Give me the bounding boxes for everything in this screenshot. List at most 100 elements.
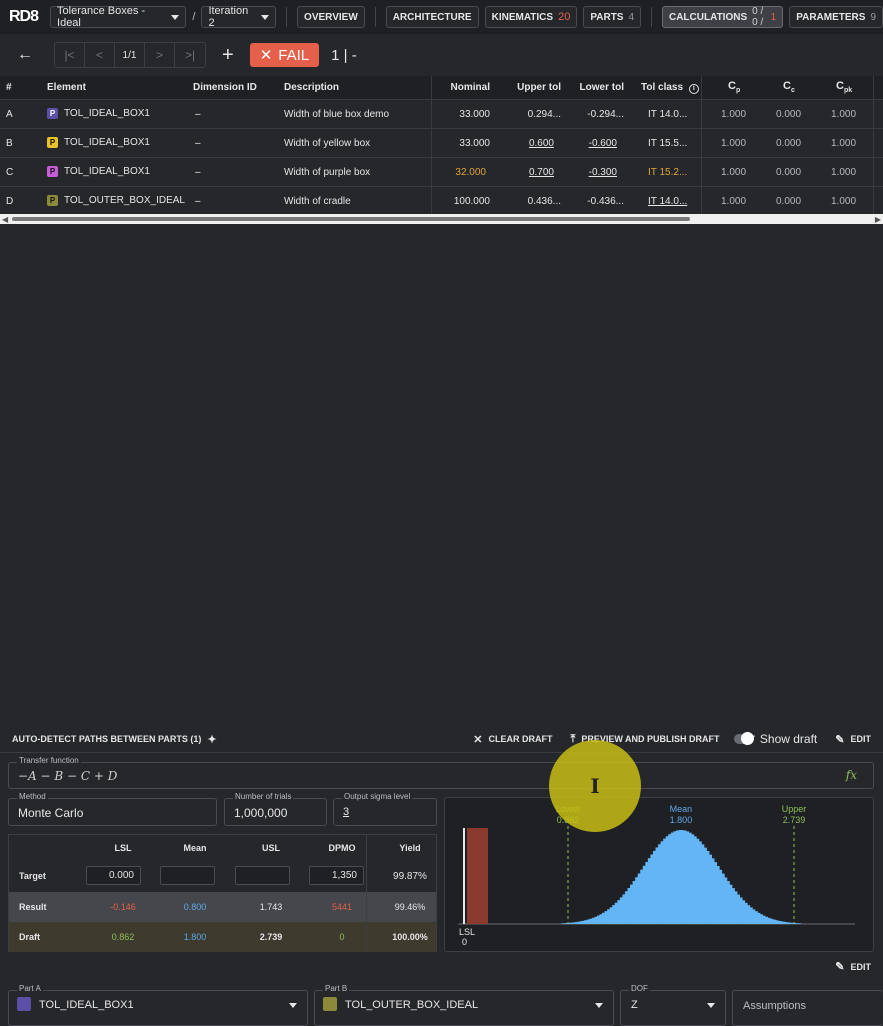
distribution-bar xyxy=(716,865,720,924)
cp-value: 1.000 xyxy=(721,137,747,149)
distribution-bar xyxy=(622,894,626,924)
distribution-bar xyxy=(714,862,718,924)
show-draft-toggle[interactable] xyxy=(733,732,754,745)
distribution-bar xyxy=(744,902,748,924)
draft-dpmo: 0 xyxy=(339,932,345,942)
element-cell[interactable]: P TOL_IDEAL_BOX1 xyxy=(47,108,150,120)
table-header: # Element Dimension ID Description Nomin… xyxy=(0,76,883,100)
back-arrow-icon[interactable]: ← xyxy=(17,46,33,63)
sigma-level-label: Output sigma level xyxy=(342,792,413,801)
distribution-bar xyxy=(709,854,712,924)
target-usl-input[interactable] xyxy=(235,866,290,885)
sparkle-icon: ✦ xyxy=(207,733,217,746)
table-row[interactable]: C P TOL_IDEAL_BOX1 – Width of purple box … xyxy=(0,158,883,187)
scroll-left-icon[interactable]: ◀ xyxy=(2,215,9,224)
tab-parameters[interactable]: PARAMETERS 9 xyxy=(789,6,883,28)
col-dimension-id: Dimension ID xyxy=(193,82,257,93)
table-row[interactable]: A P TOL_IDEAL_BOX1 – Width of blue box de… xyxy=(0,100,883,129)
result-yield: 99.46% xyxy=(394,902,426,912)
upper-tol[interactable]: 0.600 xyxy=(528,137,554,149)
distribution-bar xyxy=(630,884,633,924)
element-name: TOL_IDEAL_BOX1 xyxy=(64,108,150,120)
result-dpmo: 5441 xyxy=(331,902,353,912)
prev-page-icon[interactable]: < xyxy=(85,43,115,67)
part-b-label: Part B xyxy=(323,984,350,993)
target-lsl-input[interactable]: 0.000 xyxy=(86,866,141,885)
distribution-bar xyxy=(635,877,639,924)
last-page-icon[interactable]: >| xyxy=(184,48,196,62)
fail-label: FAIL xyxy=(278,46,310,64)
add-icon[interactable]: + xyxy=(222,43,234,66)
distribution-bar xyxy=(719,869,723,924)
part-a-select[interactable]: Part A TOL_IDEAL_BOX1 xyxy=(8,984,308,1026)
upper-tol[interactable]: 0.700 xyxy=(528,166,554,178)
tol-class-value[interactable]: IT 14.0... xyxy=(648,195,688,207)
iteration-dropdown[interactable]: Iteration 2 xyxy=(201,5,277,29)
target-mean-input[interactable] xyxy=(160,866,215,885)
edit-button[interactable]: ✎ EDIT xyxy=(835,733,871,746)
tab-parts[interactable]: PARTS 4 xyxy=(583,6,642,28)
info-icon[interactable]: i xyxy=(688,83,699,94)
part-tag: P xyxy=(47,137,58,149)
lower-tol[interactable]: -0.300 xyxy=(588,166,617,178)
distribution-bar xyxy=(579,921,583,924)
preview-publish-button[interactable]: ⤒ PREVIEW AND PUBLISH DRAFT xyxy=(570,733,719,746)
part-a-label: Part A xyxy=(17,984,43,993)
dof-select[interactable]: DOF Z xyxy=(620,984,726,1026)
marker-value-mean: 1.800 xyxy=(670,815,693,825)
draft-row: Draft 0.862 1.800 2.739 0 100.00% xyxy=(9,922,436,952)
status-text: 1 | - xyxy=(331,46,357,64)
trials-field[interactable]: Number of trials 1,000,000 xyxy=(224,792,327,826)
dimension-id: – xyxy=(195,137,201,149)
divider xyxy=(0,752,883,753)
project-dropdown[interactable]: Tolerance Boxes - Ideal xyxy=(50,5,187,29)
fx-icon[interactable]: fx xyxy=(845,768,857,782)
next-page-icon[interactable]: > xyxy=(145,43,175,67)
part-b-select[interactable]: Part B TOL_OUTER_BOX_IDEAL xyxy=(314,984,614,1026)
scroll-right-icon[interactable]: ▶ xyxy=(874,215,881,224)
col-cp: Cp xyxy=(728,80,740,94)
tab-architecture[interactable]: ARCHITECTURE xyxy=(385,6,479,28)
chevron-down-icon xyxy=(261,14,270,20)
distribution-bar xyxy=(765,916,769,924)
first-page-icon[interactable]: |< xyxy=(55,43,85,67)
table-row[interactable]: D P TOL_OUTER_BOX_IDEAL – Width of cradle… xyxy=(0,187,883,216)
element-cell[interactable]: P TOL_IDEAL_BOX1 xyxy=(47,137,150,149)
distribution-bar xyxy=(617,900,621,924)
clear-draft-button[interactable]: ✕ CLEAR DRAFT xyxy=(473,733,552,746)
cpk-value: 1.000 xyxy=(831,108,857,120)
element-cell[interactable]: P TOL_OUTER_BOX_IDEAL xyxy=(47,195,185,207)
horizontal-scrollbar[interactable]: ◀ ▶ xyxy=(0,214,883,224)
tab-calculations[interactable]: CALCULATIONS 0 / 0 / 1 xyxy=(661,6,784,28)
distribution-bar xyxy=(701,844,705,924)
target-dpmo-input[interactable]: 1,350 xyxy=(309,866,364,885)
transfer-function-field[interactable]: Transfer function −A − B − C + D fx xyxy=(8,756,874,789)
table-row[interactable]: B P TOL_IDEAL_BOX1 – Width of yellow box … xyxy=(0,129,883,158)
assumptions-field[interactable]: Assumptions xyxy=(732,990,883,1026)
distribution-bar xyxy=(602,912,605,924)
method-field[interactable]: Method Monte Carlo xyxy=(8,792,217,826)
cc-value: 0.000 xyxy=(776,137,802,149)
distribution-bar xyxy=(594,916,598,924)
distribution-bar xyxy=(726,881,730,924)
distribution-bar xyxy=(775,920,779,924)
edit-button[interactable]: ✎ EDIT xyxy=(835,960,871,973)
row-num: C xyxy=(6,166,14,178)
tab-kinematics[interactable]: KINEMATICS 20 xyxy=(484,6,578,28)
element-cell[interactable]: P TOL_IDEAL_BOX1 xyxy=(47,166,150,178)
tab-overview[interactable]: OVERVIEW xyxy=(297,6,365,28)
lower-tol: -0.436... xyxy=(587,195,624,207)
part-a-value: TOL_IDEAL_BOX1 xyxy=(39,999,134,1011)
dimension-id: – xyxy=(195,166,201,178)
app-logo[interactable]: RD8 xyxy=(9,8,39,25)
tab-label: PARTS xyxy=(590,11,624,23)
sigma-level-field[interactable]: Output sigma level 3 xyxy=(333,792,437,826)
cp-value: 1.000 xyxy=(721,166,747,178)
fail-status-button[interactable]: ✕ FAIL xyxy=(249,43,320,67)
auto-detect-button[interactable]: AUTO-DETECT PATHS BETWEEN PARTS (1) ✦ xyxy=(12,733,217,746)
lower-tol[interactable]: -0.600 xyxy=(588,137,617,149)
transfer-function-value: −A − B − C + D xyxy=(18,769,118,783)
scrollbar-thumb[interactable] xyxy=(12,217,690,221)
cpk-value: 1.000 xyxy=(831,137,857,149)
